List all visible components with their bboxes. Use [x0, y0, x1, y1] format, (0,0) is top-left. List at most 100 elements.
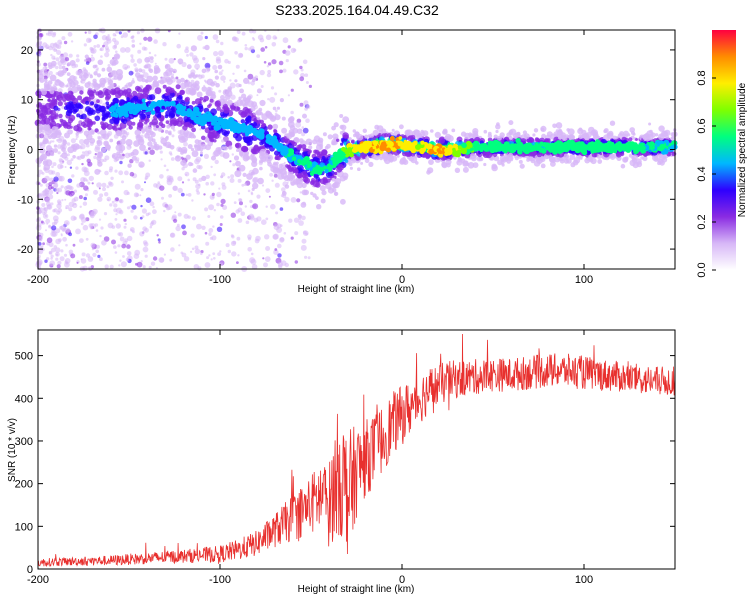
spectrogram-ridge-cell	[245, 126, 252, 133]
spectrogram-cell	[427, 154, 432, 158]
spectrogram-cell	[327, 134, 333, 140]
spectrogram-cell	[72, 109, 77, 114]
spectrogram-cell	[80, 258, 87, 264]
spectrogram-cell	[128, 125, 133, 130]
spectrogram-cell	[169, 87, 175, 94]
spectrogram-cell	[442, 129, 448, 135]
spectrogram-cell	[114, 251, 118, 254]
spectrogram-cell	[73, 125, 80, 132]
spectrogram-cell	[265, 188, 271, 194]
spectrogram-cell	[468, 132, 473, 137]
spectrogram-cell	[252, 167, 259, 175]
spectrogram-cell	[202, 57, 206, 61]
spectrogram-cell	[126, 206, 131, 210]
spectrogram-cell	[124, 170, 129, 176]
spectrogram-cell	[196, 191, 200, 195]
spectrogram-ridge-cell	[265, 133, 272, 140]
spectrogram-cell	[162, 202, 168, 208]
spectrogram-cell	[369, 133, 375, 138]
spectrogram-cell	[57, 88, 63, 94]
spectrogram-cell	[223, 146, 228, 151]
spectrogram-cell	[240, 211, 246, 216]
spectrogram-cell	[239, 201, 243, 206]
spectrogram-cell	[281, 191, 287, 196]
spectrogram-cell	[244, 137, 250, 144]
spectrogram-cell	[153, 39, 158, 44]
spectrogram-cell	[404, 129, 411, 136]
spectrogram-cell	[206, 256, 210, 260]
spectrogram-cell	[273, 249, 279, 255]
spectrogram-cell	[343, 138, 348, 142]
spectrogram-cell	[213, 257, 216, 260]
spectrogram-cell	[159, 150, 163, 154]
spectrogram-cell	[232, 72, 235, 76]
spectrogram-cell	[101, 35, 108, 41]
spectrogram-cell	[119, 138, 126, 145]
spectrogram-cell	[37, 169, 43, 175]
spectrogram-cell	[102, 102, 107, 107]
spectrogram-cell	[483, 162, 487, 167]
spectrogram-cell	[55, 57, 60, 62]
spectrogram-ridge-cell	[619, 143, 624, 149]
spectrogram-cell	[255, 111, 259, 115]
spectrogram-cell	[191, 199, 194, 202]
spectrogram-cell	[42, 66, 48, 71]
spectrogram-cell	[197, 266, 202, 271]
spectrogram-cell	[218, 50, 224, 57]
spectrogram-ridge-cell	[553, 141, 559, 147]
spectrogram-cell	[126, 244, 131, 249]
spectrogram-ridge-cell	[110, 105, 117, 111]
spectrogram-cell	[267, 98, 270, 101]
spectrogram-cell	[259, 37, 265, 43]
spectrogram-cell	[80, 154, 85, 160]
spectrogram-cell	[212, 65, 218, 70]
spectrogram-cell	[166, 179, 173, 186]
spectrogram-cell	[164, 129, 169, 134]
spectrogram-cell	[144, 177, 148, 181]
spectrogram-ridge-cell	[278, 143, 284, 148]
spectrogram-ridge-cell	[255, 131, 262, 138]
spectrogram-cell	[236, 236, 241, 241]
spectrogram-cell	[60, 249, 64, 253]
spectrogram-cell	[50, 152, 55, 157]
spectrogram-ridge-cell	[386, 147, 391, 153]
spectrogram-ridge-cell	[415, 144, 421, 150]
spectrogram-cell	[191, 127, 197, 133]
spectrogram-cell	[288, 218, 293, 223]
spectrogram-cell	[136, 135, 140, 139]
spectrogram-cell	[43, 62, 48, 67]
spectrogram-ridge-cell	[602, 147, 608, 153]
spectrogram-cell	[71, 192, 74, 196]
spectrogram-cell	[187, 193, 192, 197]
spectrogram-cell	[144, 227, 149, 233]
spectrogram-cell	[93, 83, 101, 90]
spectrogram-cell	[349, 166, 353, 170]
spectrogram-cell	[200, 31, 204, 35]
spectrogram-cell	[237, 218, 243, 223]
spectrogram-cell	[213, 173, 217, 177]
spectrogram-cell	[301, 215, 306, 221]
spectrogram-cell	[557, 129, 564, 136]
spectrogram-cell	[69, 81, 76, 88]
spectrogram-cell	[97, 131, 101, 135]
spectrogram-cell	[186, 64, 192, 70]
spectrogram-cell	[129, 159, 134, 164]
spectrogram-cell	[200, 252, 203, 256]
spectrogram-cell	[242, 97, 248, 102]
spectrogram-cell	[111, 153, 118, 160]
spectrogram-cell	[104, 192, 109, 197]
spectrogram-cell	[205, 241, 210, 246]
spectrogram-cell	[135, 69, 139, 73]
spectrogram-cell	[71, 86, 79, 94]
colorbar-tick-label: 0.4	[696, 166, 708, 181]
spectrogram-ridge-cell	[541, 148, 547, 154]
spectrogram-cell	[84, 31, 87, 34]
spectrogram-cell	[56, 50, 62, 55]
spectrogram-cell	[170, 125, 175, 130]
spectrogram-cell	[57, 187, 63, 193]
spectrogram-cell	[133, 215, 138, 220]
spectrogram-cell	[217, 64, 223, 70]
spectrogram-cell	[264, 234, 270, 240]
spectrogram-cell	[305, 118, 310, 123]
spectrogram-cell	[65, 262, 69, 265]
